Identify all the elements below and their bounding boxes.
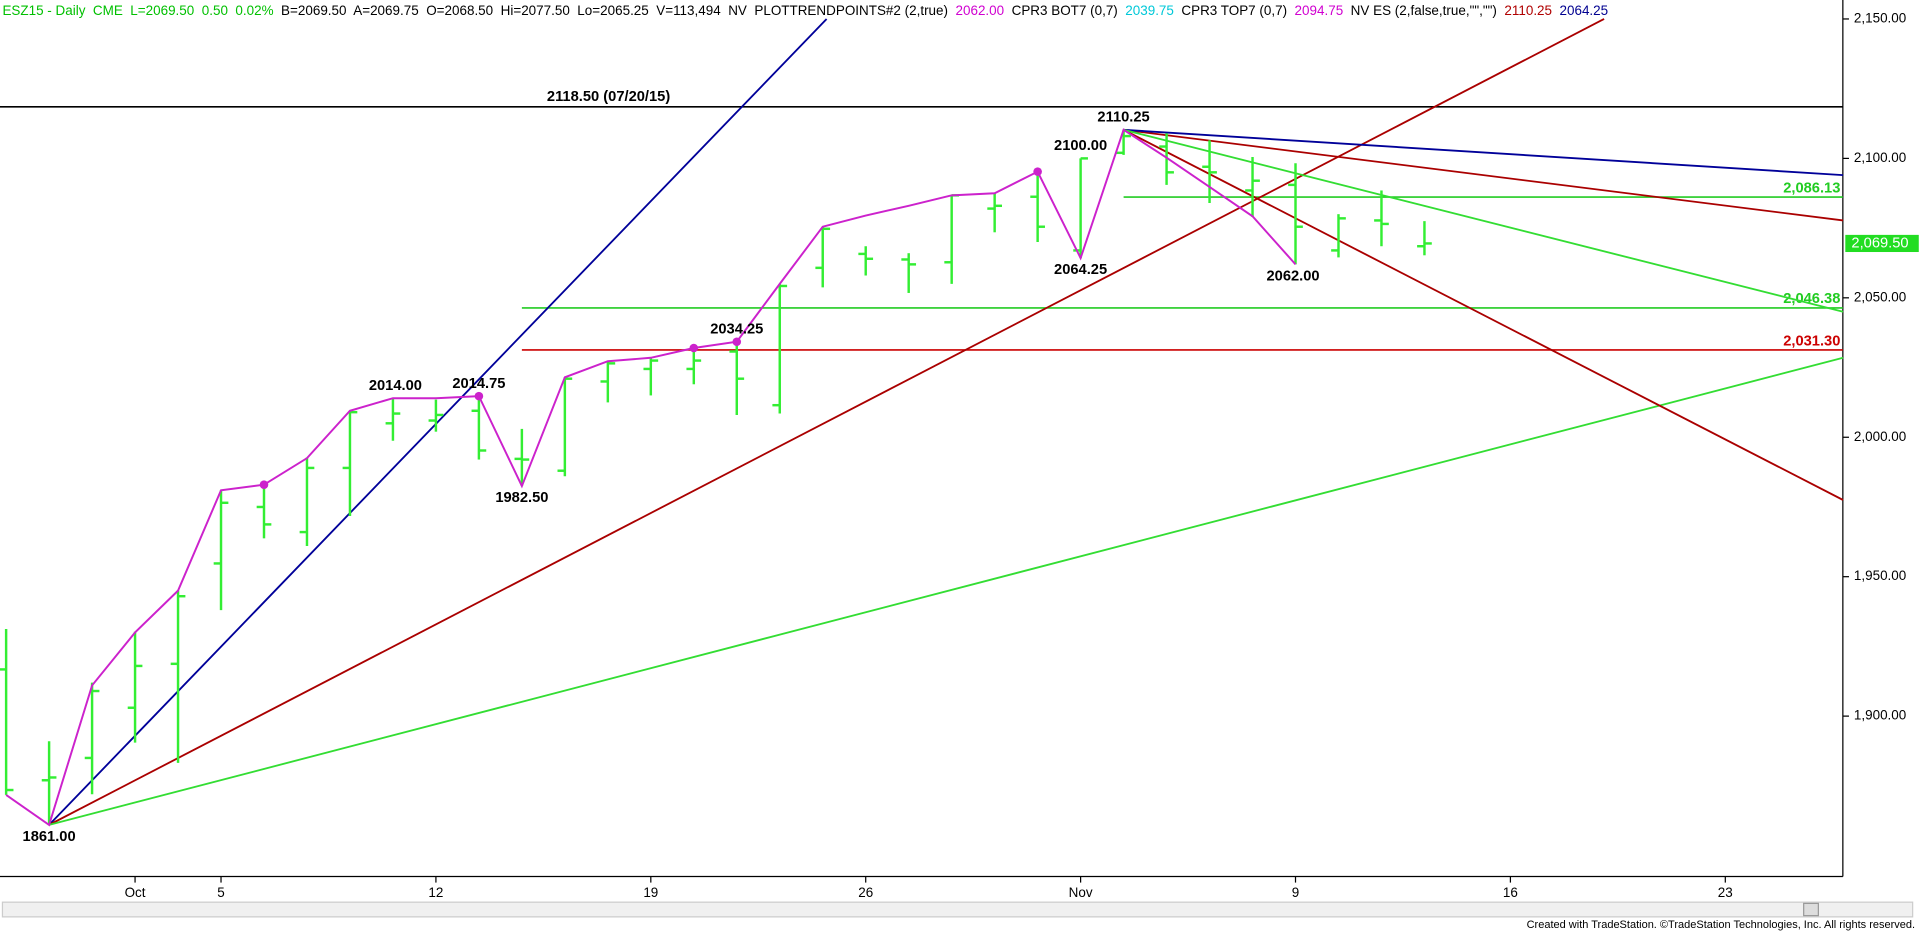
pivot-label: 2014.00: [369, 378, 422, 394]
header: ESZ15 - Daily CME L=2069.50 0.50 0.02% B…: [2, 3, 1608, 18]
pivot-label: 2064.25: [1054, 262, 1107, 278]
header-segment: NV ES (2,false,true,"",""): [1351, 3, 1505, 18]
level-label: 2,046.38: [1783, 291, 1840, 307]
header-segment: 2062.00: [956, 3, 1012, 18]
x-tick-label: 23: [1718, 885, 1733, 900]
x-tick-label: 5: [217, 885, 224, 900]
trendpoint-marker: [474, 391, 484, 401]
y-tick-label: 1,950.00: [1854, 568, 1906, 583]
header-segment: 2094.75: [1295, 3, 1351, 18]
footer: Created with TradeStation. ©TradeStation…: [1527, 919, 1915, 931]
trend-line: [1123, 128, 1844, 177]
pivot-label: 2062.00: [1267, 268, 1320, 284]
header-segment: ESZ15 - Daily CME L=2069.50 0.50 0.02%: [2, 3, 281, 18]
trendpoint-marker: [259, 480, 269, 489]
trendpoint-marker: [732, 337, 742, 347]
x-tick-label: 26: [858, 885, 873, 900]
x-tick-label: Nov: [1069, 885, 1093, 900]
header-segment: 2064.25: [1560, 3, 1609, 18]
trendpoint-marker: [1033, 167, 1042, 176]
trend-line: [1123, 128, 1844, 501]
pivot-label: 2100.00: [1054, 138, 1107, 154]
y-tick-label: 1,900.00: [1854, 708, 1906, 723]
scrollbar[interactable]: [1, 901, 1914, 918]
header-segment: CPR3 BOT7 (0,7): [1012, 3, 1126, 18]
x-tick-label: 12: [428, 885, 443, 900]
y-tick-label: 2,050.00: [1854, 289, 1906, 304]
scroll-thumb[interactable]: [1803, 902, 1819, 917]
header-segment: 2110.25: [1504, 3, 1559, 18]
pivot-label: 1982.50: [495, 490, 548, 506]
last-price-label: 2,069.50: [1851, 235, 1908, 251]
trendpoints-line: [5, 128, 1297, 827]
y-tick-label: 2,000.00: [1854, 429, 1906, 444]
pivot-label: 1861.00: [23, 829, 76, 845]
trend-line: [1123, 128, 1844, 222]
last-price-box: [1845, 234, 1919, 253]
trend-line: [48, 18, 1605, 826]
header-segment: B=2069.50 A=2069.75 O=2068.50 Hi=2077.50…: [281, 3, 955, 18]
pivot-label: 2034.25: [710, 321, 763, 337]
trend-line: [48, 356, 1844, 826]
x-tick-label: Oct: [125, 885, 146, 900]
level-label: 2118.50 (07/20/15): [547, 89, 670, 105]
x-tick-label: 19: [643, 885, 658, 900]
y-tick-label: 2,100.00: [1854, 150, 1906, 165]
y-tick-label: 2,150.00: [1854, 11, 1906, 26]
level-label: 2,086.13: [1783, 180, 1840, 196]
trendpoint-marker: [689, 343, 699, 353]
pivot-label: 2110.25: [1097, 109, 1149, 125]
level-label: 2,031.30: [1783, 333, 1840, 349]
header-segment: 2039.75: [1125, 3, 1181, 18]
x-tick-label: 9: [1292, 885, 1299, 900]
trend-line: [1123, 128, 1844, 313]
pivot-label: 2014.75: [452, 376, 505, 392]
header-segment: CPR3 TOP7 (0,7): [1181, 3, 1294, 18]
x-tick-label: 16: [1503, 885, 1518, 900]
